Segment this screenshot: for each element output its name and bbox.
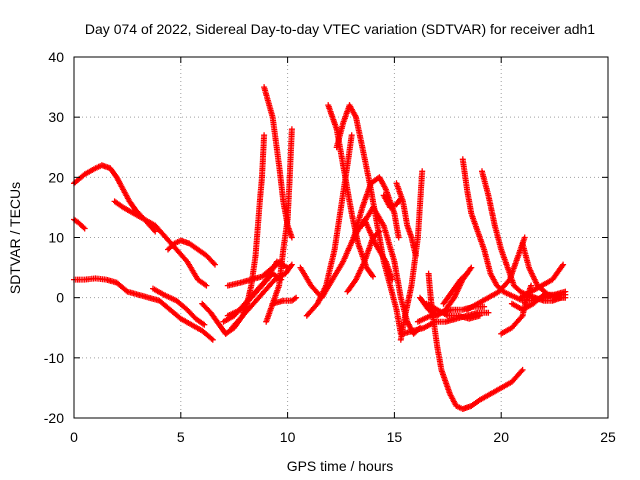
series-markers bbox=[393, 180, 419, 259]
grid bbox=[74, 57, 608, 418]
x-axis-label: GPS time / hours bbox=[287, 458, 394, 474]
series-trace bbox=[397, 168, 426, 343]
series-trace bbox=[229, 261, 295, 331]
series-trace bbox=[344, 228, 383, 295]
series-markers bbox=[397, 168, 426, 343]
y-tick-label: -10 bbox=[44, 350, 64, 366]
ticks: 0 5 10 15 20 25 -20 -10 0 10 20 30 40 bbox=[44, 49, 616, 445]
series-markers bbox=[425, 270, 526, 412]
series-markers bbox=[229, 261, 295, 331]
x-tick-label: 25 bbox=[600, 429, 616, 445]
series-markers bbox=[199, 300, 229, 337]
series-trace bbox=[425, 270, 526, 412]
series-trace bbox=[440, 270, 470, 307]
series-trace bbox=[150, 285, 208, 328]
series-markers bbox=[224, 270, 285, 319]
series-trace bbox=[393, 180, 419, 259]
x-tick-label: 10 bbox=[280, 429, 296, 445]
y-axis-label: SDTVAR / TECUs bbox=[7, 182, 23, 294]
series-trace bbox=[111, 198, 210, 289]
series-markers bbox=[165, 237, 218, 268]
series-markers bbox=[71, 275, 216, 343]
y-tick-label: 20 bbox=[48, 169, 64, 185]
series-markers bbox=[111, 198, 210, 289]
series-trace bbox=[71, 275, 216, 343]
series-trace bbox=[199, 300, 229, 337]
series-trace bbox=[224, 270, 285, 319]
series-trace bbox=[269, 294, 300, 307]
chart-title: Day 074 of 2022, Sidereal Day-to-day VTE… bbox=[85, 21, 595, 37]
x-tick-label: 0 bbox=[70, 429, 78, 445]
x-tick-label: 15 bbox=[387, 429, 403, 445]
y-tick-label: 0 bbox=[56, 290, 64, 306]
y-tick-label: 30 bbox=[48, 109, 64, 125]
series-trace bbox=[508, 288, 569, 313]
series-markers bbox=[224, 258, 285, 289]
series-markers bbox=[344, 228, 383, 295]
series-markers bbox=[359, 204, 423, 337]
series-trace bbox=[359, 204, 423, 337]
x-tick-label: 5 bbox=[177, 429, 185, 445]
y-tick-label: 40 bbox=[48, 49, 64, 65]
y-tick-label: 10 bbox=[48, 230, 64, 246]
series-trace bbox=[224, 258, 285, 289]
series-markers bbox=[269, 294, 300, 307]
series-layer bbox=[71, 84, 569, 412]
series-markers bbox=[150, 285, 208, 328]
series-trace bbox=[165, 237, 218, 268]
series-markers bbox=[440, 270, 470, 307]
series-markers bbox=[508, 288, 569, 313]
y-tick-label: -20 bbox=[44, 410, 64, 426]
x-tick-label: 20 bbox=[493, 429, 509, 445]
